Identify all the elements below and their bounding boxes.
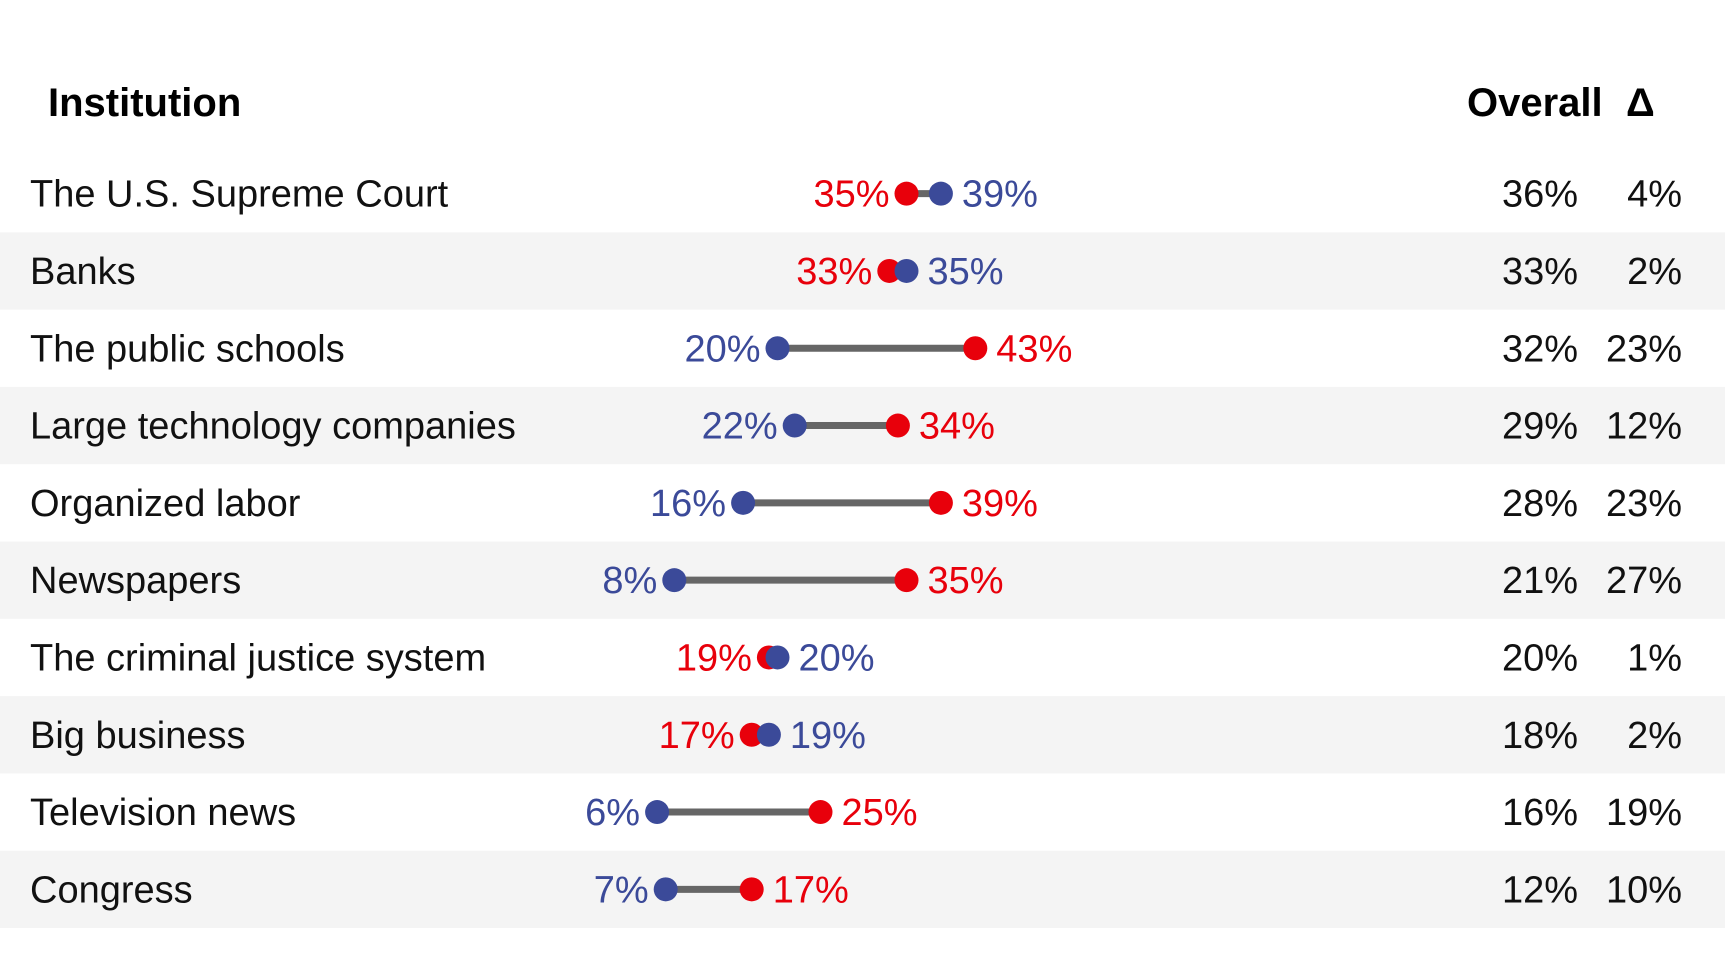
blue-value-label: 6%	[585, 792, 640, 834]
overall-value: 33%	[1502, 251, 1578, 293]
red-value-label: 34%	[919, 406, 995, 448]
header-delta: Δ	[1626, 81, 1655, 125]
institution-label: Organized labor	[30, 483, 301, 525]
delta-value: 10%	[1606, 869, 1682, 911]
red-dot	[739, 722, 764, 747]
red-value-label: 17%	[773, 869, 849, 911]
blue-dot	[928, 181, 953, 206]
blue-dot	[731, 490, 756, 515]
red-dot	[963, 336, 988, 361]
row-stripe	[0, 850, 1725, 928]
red-value-label: 35%	[813, 174, 889, 216]
overall-value: 18%	[1502, 715, 1578, 757]
delta-value: 12%	[1606, 406, 1682, 448]
row-stripe	[0, 696, 1725, 774]
blue-dot	[782, 413, 807, 438]
institution-label: Congress	[30, 869, 193, 911]
blue-value-label: 8%	[602, 560, 657, 602]
overall-value: 32%	[1502, 328, 1578, 370]
blue-dot	[894, 258, 919, 283]
red-value-label: 39%	[962, 483, 1038, 525]
red-dot	[877, 258, 902, 283]
red-dot	[808, 800, 833, 825]
delta-value: 1%	[1627, 637, 1682, 679]
overall-value: 20%	[1502, 637, 1578, 679]
institution-label: Large technology companies	[30, 406, 516, 448]
delta-value: 2%	[1627, 251, 1682, 293]
red-value-label: 33%	[796, 251, 872, 293]
delta-value: 19%	[1606, 792, 1682, 834]
blue-dot	[653, 877, 678, 902]
overall-value: 36%	[1502, 174, 1578, 216]
red-dot	[928, 490, 953, 515]
blue-value-label: 22%	[702, 406, 778, 448]
blue-dot	[645, 800, 670, 825]
overall-value: 29%	[1502, 406, 1578, 448]
delta-value: 2%	[1627, 715, 1682, 757]
institution-label: The public schools	[30, 328, 345, 370]
institution-label: The criminal justice system	[30, 637, 486, 679]
overall-value: 21%	[1502, 560, 1578, 602]
blue-value-label: 39%	[962, 174, 1038, 216]
red-value-label: 35%	[928, 560, 1004, 602]
red-dot	[885, 413, 910, 438]
delta-value: 4%	[1627, 174, 1682, 216]
row-stripe	[0, 232, 1725, 310]
red-value-label: 17%	[659, 715, 735, 757]
blue-value-label: 19%	[790, 715, 866, 757]
institution-label: Television news	[30, 792, 296, 834]
institution-label: Banks	[30, 251, 136, 293]
blue-value-label: 20%	[799, 637, 875, 679]
overall-value: 16%	[1502, 792, 1578, 834]
delta-value: 27%	[1606, 560, 1682, 602]
overall-value: 28%	[1502, 483, 1578, 525]
blue-dot	[756, 722, 781, 747]
blue-value-label: 35%	[928, 251, 1004, 293]
red-dot	[894, 568, 919, 593]
institution-label: The U.S. Supreme Court	[30, 174, 449, 216]
header-institution: Institution	[48, 81, 241, 125]
overall-value: 12%	[1502, 869, 1578, 911]
red-dot	[894, 181, 919, 206]
delta-value: 23%	[1606, 483, 1682, 525]
institution-label: Newspapers	[30, 560, 241, 602]
red-value-label: 25%	[842, 792, 918, 834]
blue-value-label: 16%	[650, 483, 726, 525]
red-dot	[739, 877, 764, 902]
red-value-label: 43%	[996, 328, 1072, 370]
delta-value: 23%	[1606, 328, 1682, 370]
blue-value-label: 20%	[684, 328, 760, 370]
blue-dot	[662, 568, 687, 593]
institution-label: Big business	[30, 715, 245, 757]
blue-value-label: 7%	[594, 869, 649, 911]
chart-rows: The U.S. Supreme Court 35% 39% 36% 4% Banks 33…	[0, 174, 1725, 928]
header-overall: Overall	[1467, 81, 1603, 125]
blue-dot	[765, 336, 790, 361]
red-value-label: 19%	[676, 637, 752, 679]
blue-dot	[765, 645, 790, 670]
